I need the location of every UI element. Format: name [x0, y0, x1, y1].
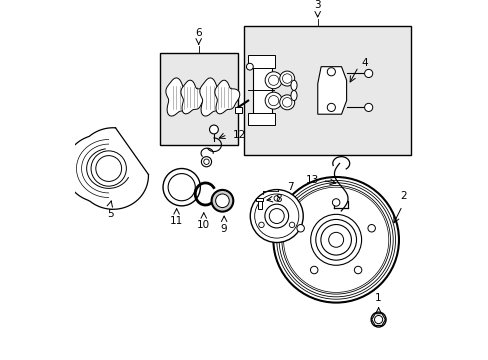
Circle shape [374, 315, 382, 324]
Circle shape [201, 157, 211, 167]
Circle shape [246, 63, 253, 70]
Bar [253, 62, 271, 119]
Text: 3: 3 [314, 0, 320, 10]
Text: 6: 6 [195, 28, 202, 38]
Text: 9: 9 [221, 224, 227, 234]
Bar [159, 53, 237, 145]
Circle shape [264, 92, 282, 109]
Bar [234, 107, 242, 113]
Text: 4: 4 [361, 58, 368, 68]
Ellipse shape [290, 80, 296, 90]
Text: 1: 1 [374, 293, 381, 303]
Text: 13: 13 [305, 175, 319, 185]
Circle shape [258, 222, 264, 228]
Bar [247, 55, 275, 68]
Circle shape [289, 222, 294, 228]
Circle shape [283, 187, 388, 292]
Circle shape [367, 225, 375, 232]
Circle shape [332, 199, 339, 206]
Polygon shape [214, 80, 239, 114]
Circle shape [296, 225, 304, 232]
Circle shape [279, 71, 294, 86]
Text: 7: 7 [286, 182, 293, 192]
Bar [244, 26, 410, 155]
Polygon shape [317, 67, 346, 114]
Circle shape [354, 266, 361, 274]
Polygon shape [200, 78, 227, 116]
Circle shape [209, 125, 218, 134]
Circle shape [364, 103, 372, 112]
Circle shape [250, 190, 303, 243]
Bar [257, 200, 261, 209]
Ellipse shape [290, 90, 296, 101]
Polygon shape [181, 80, 205, 114]
Polygon shape [165, 78, 194, 116]
Circle shape [211, 190, 233, 212]
Text: 2: 2 [400, 191, 407, 201]
Circle shape [264, 72, 282, 89]
Circle shape [328, 232, 343, 247]
Circle shape [370, 312, 385, 327]
Circle shape [215, 194, 229, 208]
Text: 12: 12 [232, 130, 245, 140]
Bar [256, 198, 263, 202]
Circle shape [264, 204, 288, 228]
Circle shape [279, 95, 294, 110]
Text: 8: 8 [274, 194, 281, 204]
Circle shape [326, 103, 335, 112]
Circle shape [364, 69, 372, 77]
Circle shape [273, 196, 279, 201]
Text: 5: 5 [107, 208, 114, 219]
Text: 10: 10 [197, 220, 210, 230]
Circle shape [310, 266, 317, 274]
Bar [247, 113, 275, 125]
Circle shape [326, 68, 335, 76]
Text: 11: 11 [170, 216, 183, 226]
